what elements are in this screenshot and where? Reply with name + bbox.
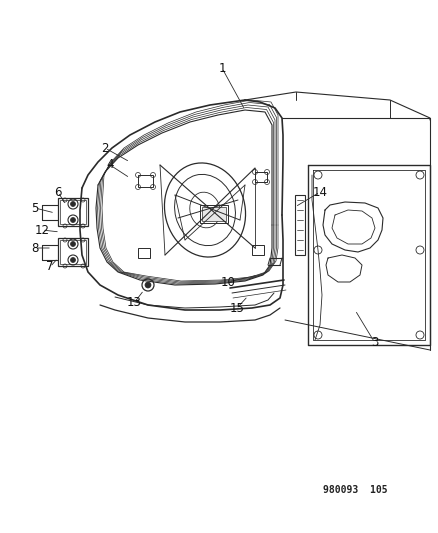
Bar: [294, 195, 304, 255]
Text: 2: 2: [101, 141, 109, 155]
Bar: [60, 240, 86, 264]
Bar: [201, 207, 226, 221]
Text: 1: 1: [218, 61, 225, 75]
Text: 8: 8: [31, 241, 39, 254]
Bar: [251, 245, 263, 255]
Circle shape: [71, 217, 75, 222]
Bar: [138, 175, 153, 187]
Bar: [138, 248, 150, 258]
Circle shape: [71, 201, 75, 206]
Text: 10: 10: [220, 276, 235, 288]
Text: 13: 13: [126, 296, 141, 310]
Text: 14: 14: [312, 185, 327, 198]
Bar: [200, 205, 227, 223]
Bar: [58, 238, 88, 266]
Text: 4: 4: [106, 158, 113, 172]
Text: 980093  105: 980093 105: [322, 485, 386, 495]
Text: 6: 6: [54, 185, 62, 198]
Text: 7: 7: [46, 261, 53, 273]
Circle shape: [71, 241, 75, 246]
Circle shape: [71, 257, 75, 262]
Bar: [254, 172, 266, 182]
Bar: [60, 200, 86, 224]
Bar: [58, 198, 88, 226]
Text: 15: 15: [229, 302, 244, 314]
Text: 12: 12: [35, 223, 49, 237]
Text: 3: 3: [371, 336, 378, 350]
Text: 5: 5: [31, 201, 39, 214]
Circle shape: [145, 282, 151, 288]
